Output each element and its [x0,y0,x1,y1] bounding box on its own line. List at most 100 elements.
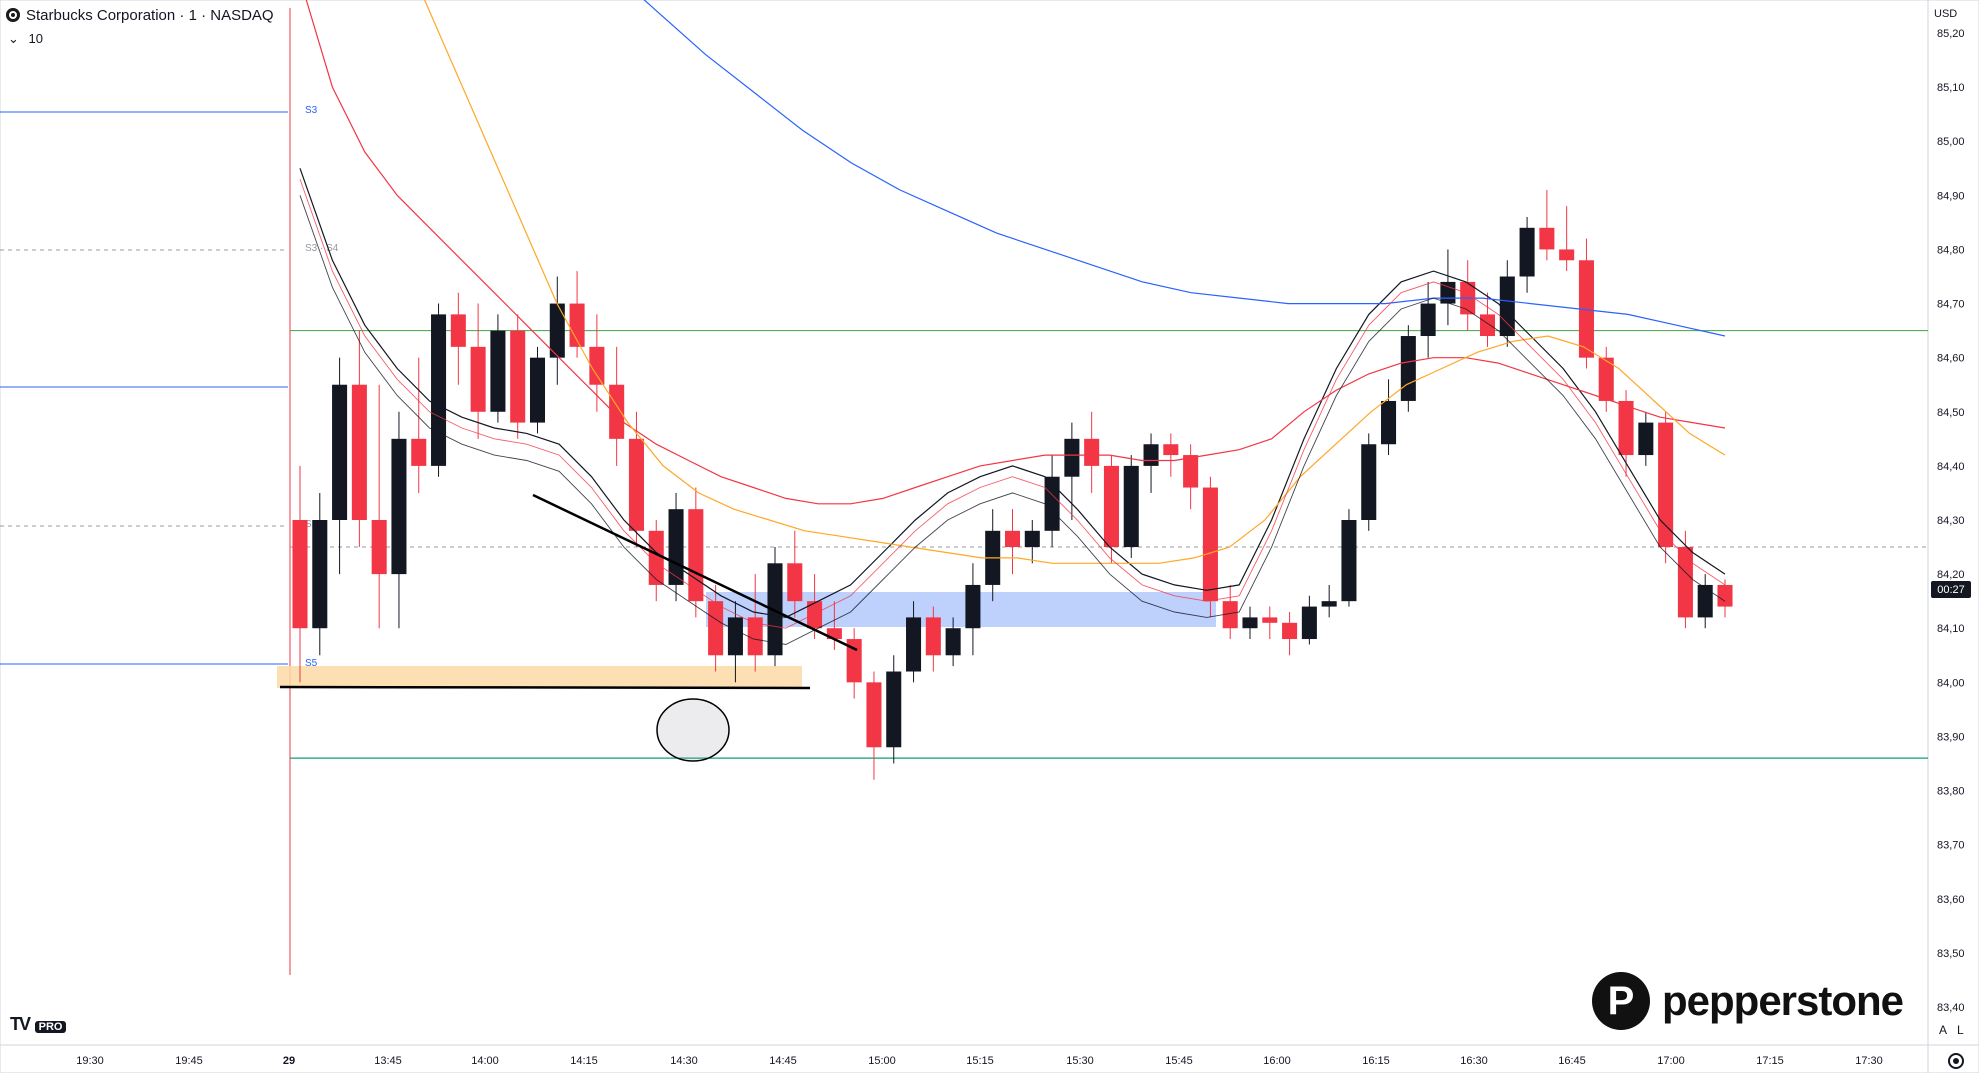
y-tick-label: 84,70 [1937,299,1965,311]
y-tick-label: 83,80 [1937,786,1965,798]
candle-body[interactable] [609,384,625,439]
candle-body[interactable] [1420,303,1436,337]
candle-body[interactable] [1242,617,1258,629]
candle-body[interactable] [490,330,506,412]
candle-body[interactable] [292,520,308,629]
candle-body[interactable] [589,346,605,385]
candle-body[interactable] [886,671,902,748]
candle-body[interactable] [727,617,743,656]
candle-body[interactable] [1183,455,1199,488]
candle-body[interactable] [332,384,348,520]
candle-body[interactable] [1262,617,1278,623]
symbol-header[interactable]: Starbucks Corporation · 1 · NASDAQ [6,4,274,26]
candle-body[interactable] [312,520,328,629]
candle-body[interactable] [1578,260,1594,358]
candle-body[interactable] [1163,444,1179,456]
candle-body[interactable] [1361,444,1377,520]
auto-scale-button[interactable]: A [1939,1023,1948,1037]
candle-body[interactable] [628,438,644,531]
y-tick-label: 84,30 [1937,515,1965,527]
x-tick-label: 16:45 [1558,1055,1586,1067]
x-tick-label: 15:30 [1066,1055,1094,1067]
candle-body[interactable] [1697,584,1713,618]
ema-line-black [299,168,1726,619]
candle-body[interactable] [1341,520,1357,602]
candle-body[interactable] [1381,400,1397,445]
horizontal-support-line[interactable] [279,685,811,690]
currency-label[interactable]: USD [1934,8,1958,20]
candle-body[interactable] [1638,422,1654,456]
candle-body[interactable] [470,346,486,412]
candle-body[interactable] [1024,530,1040,548]
x-tick-label: 14:45 [769,1055,797,1067]
x-tick-label: 19:45 [175,1055,203,1067]
candle-body[interactable] [945,628,961,656]
candle-body[interactable] [1143,444,1159,466]
candle-body[interactable] [1103,465,1119,548]
demand-zone[interactable] [277,666,802,688]
candle-body[interactable] [767,563,783,656]
candle-body[interactable] [529,357,546,423]
candle-body[interactable] [846,639,862,683]
candle-body[interactable] [351,384,367,520]
candle-body[interactable] [411,438,427,466]
candle-body[interactable] [866,682,882,748]
y-tick-label: 83,70 [1937,840,1965,852]
candle-body[interactable] [1202,487,1218,602]
candle-body[interactable] [807,601,823,629]
candle-body[interactable] [708,601,724,656]
candle-body[interactable] [965,584,981,629]
candle-body[interactable] [371,520,387,575]
candle-body[interactable] [431,314,447,466]
candle-body[interactable] [1123,465,1139,548]
candle-body[interactable] [510,330,526,423]
descending-trendline[interactable] [532,493,858,652]
x-tick-label: 13:45 [374,1055,402,1067]
candle-body[interactable] [1539,227,1555,250]
log-scale-button[interactable]: L [1957,1023,1964,1037]
candle-body[interactable] [1677,547,1693,618]
candle-body[interactable] [1618,400,1634,456]
candle-body[interactable] [826,628,842,640]
candle-body[interactable] [1222,601,1238,629]
pivot-label: S5 [305,519,318,530]
symbol-title: Starbucks Corporation · 1 · NASDAQ [26,6,274,24]
candle-body[interactable] [648,530,664,585]
liquidity-sweep-circle[interactable] [656,698,730,762]
candle-body[interactable] [1064,438,1080,477]
candle-body[interactable] [1044,476,1060,531]
candle-body[interactable] [1717,584,1733,607]
candle-body[interactable] [1084,438,1100,466]
candle-body[interactable] [1519,227,1535,277]
candle-body[interactable] [1321,601,1337,607]
candle-body[interactable] [1658,422,1674,548]
candle-body[interactable] [688,509,704,602]
candle-body[interactable] [1559,249,1575,261]
candle-body[interactable] [906,617,922,672]
candle-body[interactable] [1282,622,1298,640]
candle-body[interactable] [1400,336,1416,401]
y-tick-label: 85,10 [1937,82,1965,94]
candle-body[interactable] [391,438,407,575]
candle-body[interactable] [1499,276,1515,337]
candle-body[interactable] [1301,606,1317,640]
interval-selector[interactable]: ⌄ 10 [8,31,43,47]
candle-body[interactable] [1598,357,1614,401]
interval-value: 10 [28,31,43,46]
candle-body[interactable] [549,303,565,358]
y-tick-label: 84,60 [1937,353,1965,365]
candle-body[interactable] [569,303,585,347]
candle-body[interactable] [925,617,941,656]
candle-body[interactable] [668,509,684,585]
candle-body[interactable] [787,563,803,602]
chevron-down-icon[interactable]: ⌄ [8,31,19,46]
candle-body[interactable] [450,314,466,347]
x-tick-label: 19:30 [76,1055,104,1067]
candle-body[interactable] [1004,530,1021,548]
candle-body[interactable] [1479,314,1496,337]
candle-body[interactable] [747,617,763,656]
gear-icon[interactable] [1948,1053,1964,1069]
y-tick-label: 84,90 [1937,190,1965,202]
